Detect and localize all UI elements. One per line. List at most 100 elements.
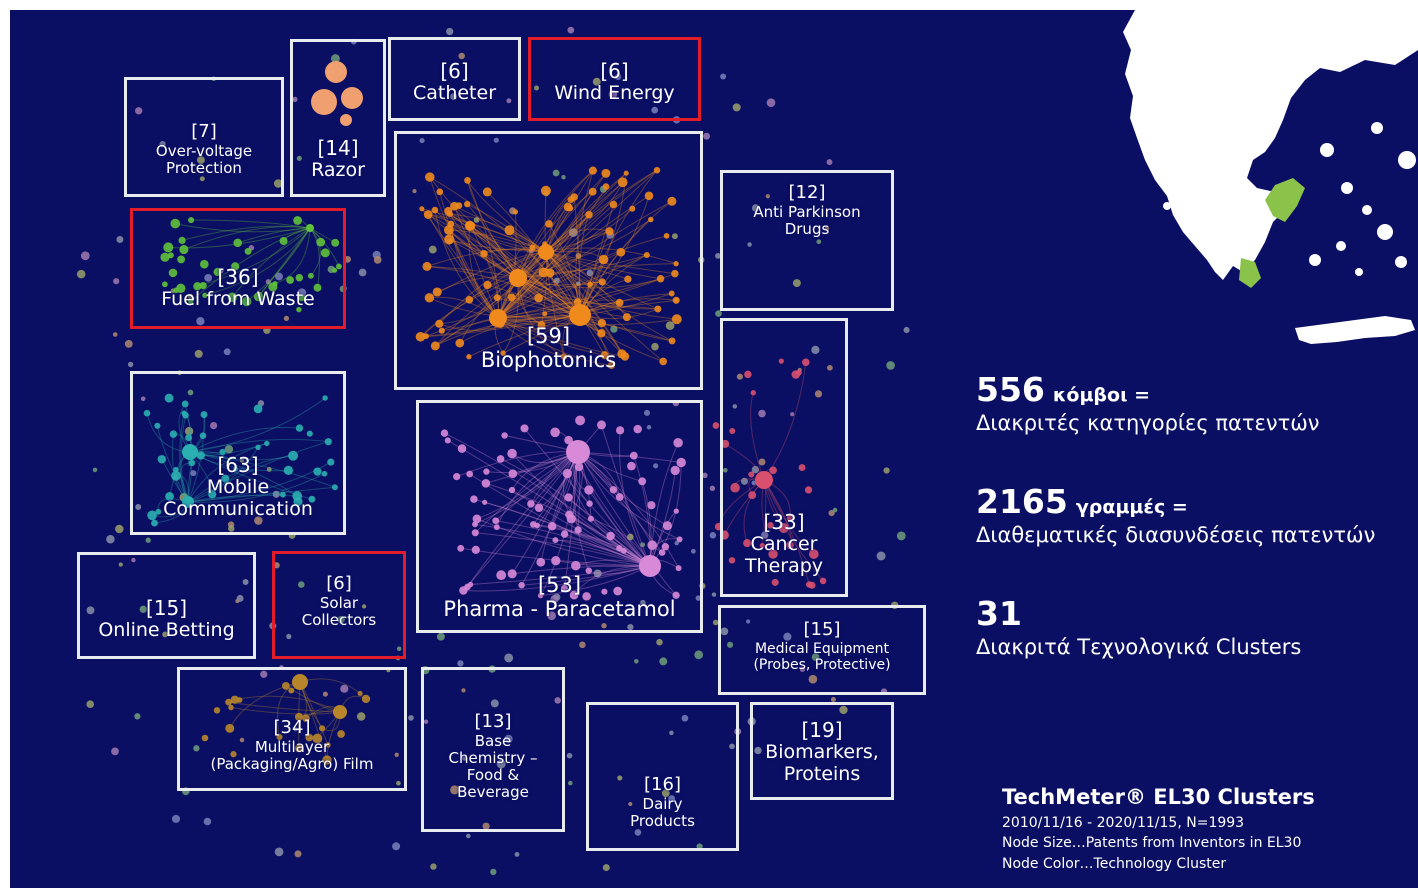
cluster-name-line: Medical Equipment xyxy=(754,640,890,657)
graph-edge xyxy=(545,169,658,253)
graph-edge xyxy=(469,473,651,567)
cluster-name-line: Collectors xyxy=(301,610,377,629)
graph-node xyxy=(327,458,335,466)
cluster-box-biomarkers-proteins: [19] Biomarkers, Proteins xyxy=(750,702,894,800)
legend-title: TechMeter® EL30 Clusters xyxy=(1002,785,1315,809)
graph-node xyxy=(661,542,670,551)
graph-node xyxy=(605,227,614,236)
cluster-label: [6] Catheter xyxy=(391,60,518,105)
graph-edge xyxy=(309,227,340,267)
graph-node xyxy=(598,278,606,286)
graph-node xyxy=(483,468,490,475)
graph-node xyxy=(668,337,676,345)
graph-edge xyxy=(459,314,581,344)
graph-node xyxy=(466,354,472,360)
cluster-count: [14] xyxy=(317,136,359,160)
graph-node xyxy=(824,226,830,231)
graph-node xyxy=(579,641,586,649)
graph-edge xyxy=(517,277,620,305)
cluster-label: [14] Razor xyxy=(293,137,383,182)
graph-node xyxy=(464,177,471,184)
graph-node xyxy=(574,462,584,472)
graph-node xyxy=(298,294,306,302)
graph-node xyxy=(644,191,654,201)
island xyxy=(1163,202,1171,210)
graph-node xyxy=(617,349,627,359)
graph-node xyxy=(758,458,766,466)
graph-node xyxy=(609,486,618,494)
graph-edge xyxy=(545,251,602,334)
graph-node xyxy=(444,234,455,245)
graph-node xyxy=(648,216,654,223)
graph-node xyxy=(415,332,426,342)
graph-node xyxy=(545,220,553,228)
graph-node xyxy=(585,567,593,574)
graph-edge xyxy=(467,180,547,253)
graph-node xyxy=(279,236,288,246)
graph-edge xyxy=(421,208,499,319)
cluster-box-mobile-communication: [63] Mobile Communication xyxy=(130,371,346,535)
graph-node xyxy=(750,390,756,396)
cluster-name-line: Chemistry – xyxy=(448,748,538,767)
graph-edge xyxy=(497,191,594,319)
graph-node xyxy=(202,292,208,298)
graph-node xyxy=(292,96,298,103)
cluster-name-line: Over-voltage xyxy=(155,141,253,160)
graph-node xyxy=(634,659,639,664)
graph-node xyxy=(675,565,682,572)
graph-node xyxy=(695,595,702,601)
graph-node xyxy=(721,439,730,448)
graph-node xyxy=(720,73,727,80)
graph-node xyxy=(293,216,302,225)
graph-node xyxy=(827,364,833,371)
graph-node xyxy=(534,293,543,303)
graph-edge xyxy=(500,458,651,567)
graph-node xyxy=(283,315,290,322)
graph-node xyxy=(830,696,836,703)
graph-node xyxy=(443,225,454,235)
graph-node xyxy=(462,756,467,761)
graph-node xyxy=(627,461,636,471)
graph-node xyxy=(294,850,302,858)
cluster-box-biophotonics: [59] Biophotonics xyxy=(394,131,703,390)
graph-node xyxy=(552,169,560,177)
graph-edge xyxy=(189,451,336,488)
graph-node xyxy=(196,317,205,326)
graph-node xyxy=(550,427,560,438)
graph-node xyxy=(424,293,435,303)
legend-line: 2010/11/16 - 2020/11/15, N=1993 xyxy=(1002,815,1245,831)
graph-node xyxy=(575,252,582,259)
cluster-name-line: Mobile xyxy=(206,476,270,498)
graph-node xyxy=(457,660,464,667)
graph-node xyxy=(626,533,634,541)
graph-node xyxy=(610,325,618,333)
graph-edge xyxy=(183,226,311,250)
graph-edge xyxy=(466,203,519,279)
graph-edge xyxy=(187,486,335,503)
graph-edge xyxy=(258,227,311,297)
graph-node xyxy=(504,734,513,744)
graph-edge xyxy=(439,277,519,325)
graph-edge xyxy=(649,442,679,567)
cluster-count: [6] xyxy=(440,59,469,83)
cluster-name-line: Multilayer xyxy=(254,737,330,756)
graph-node xyxy=(154,422,161,429)
graph-node xyxy=(466,470,474,478)
graph-node xyxy=(233,466,239,472)
graph-node xyxy=(157,455,167,464)
graph-node xyxy=(597,329,606,338)
cluster-label: [59] Biophotonics xyxy=(397,324,700,372)
stat-edges-desc: Διαθεματικές διασυνδέσεις πατεντών xyxy=(976,523,1376,547)
graph-node xyxy=(574,526,582,534)
cluster-label: [34] Multilayer (Packaging/Agro) Film xyxy=(180,717,404,773)
graph-node xyxy=(568,780,573,786)
graph-node xyxy=(193,282,202,291)
graph-node xyxy=(337,615,345,624)
graph-node xyxy=(586,500,593,507)
graph-node xyxy=(518,581,525,589)
graph-edge xyxy=(497,317,605,356)
graph-node xyxy=(662,521,672,531)
graph-node xyxy=(361,694,371,704)
graph-node xyxy=(431,206,439,214)
graph-node xyxy=(656,274,665,283)
